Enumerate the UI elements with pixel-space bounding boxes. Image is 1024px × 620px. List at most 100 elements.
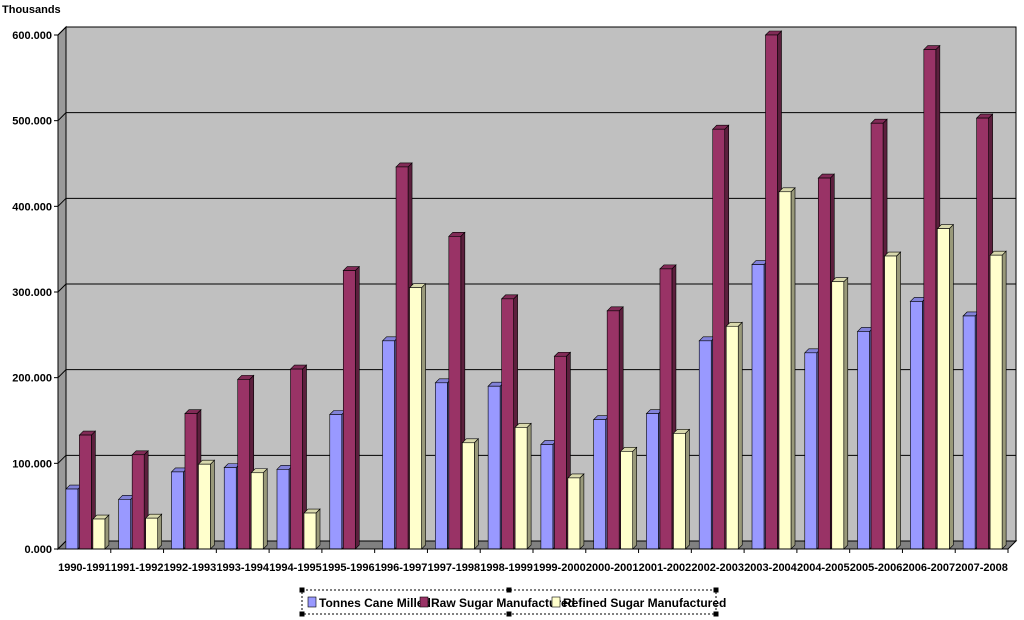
bar-front xyxy=(131,454,145,550)
bar-front xyxy=(646,413,659,550)
bar xyxy=(831,276,849,550)
bar-front xyxy=(382,340,395,550)
bar-side xyxy=(1001,250,1007,550)
x-tick-label: 1996-1997 xyxy=(375,562,428,574)
bar-front xyxy=(171,471,184,550)
bar-front xyxy=(501,298,514,550)
bar-side xyxy=(685,428,690,550)
y-tick-label: 300.000 xyxy=(12,287,52,299)
bar-front xyxy=(870,122,884,550)
y-tick-label: 500.000 xyxy=(12,116,52,128)
y-tick-label: 100.000 xyxy=(12,458,52,470)
bar-side xyxy=(737,321,743,550)
bar-side xyxy=(354,265,360,550)
bar-side xyxy=(632,446,637,550)
legend-label: Refined Sugar Manufactured xyxy=(563,596,726,610)
x-tick-label: 1994-1995 xyxy=(269,562,322,574)
bar-front xyxy=(817,177,831,550)
bar-front xyxy=(290,368,303,550)
gridline xyxy=(57,197,1016,207)
bar-front xyxy=(223,467,237,550)
bar-front xyxy=(804,352,818,550)
bar-front xyxy=(751,264,765,550)
bar-front xyxy=(698,340,712,550)
bar-front xyxy=(303,512,317,550)
bar-front xyxy=(923,49,937,550)
bar-front xyxy=(462,442,475,550)
x-tick-label: 1992-1993 xyxy=(164,562,217,574)
bar xyxy=(619,446,638,550)
bar-front xyxy=(409,287,422,550)
bar-side xyxy=(262,468,268,550)
legend-handle xyxy=(506,611,512,617)
bar-side xyxy=(896,251,901,550)
bar xyxy=(989,250,1007,550)
bar-front xyxy=(593,419,606,550)
bar-front xyxy=(487,385,501,550)
x-tick-label: 2000-2001 xyxy=(586,562,639,574)
bar-front xyxy=(725,325,739,550)
bar-front xyxy=(910,301,923,550)
legend-handle xyxy=(299,587,305,593)
legend-box xyxy=(301,589,717,615)
bar-front xyxy=(92,518,106,550)
bar xyxy=(408,282,427,550)
legend: Tonnes Cane Milled Raw Sugar Manufactured… xyxy=(299,587,726,617)
bar xyxy=(92,514,110,550)
bar-side xyxy=(104,514,110,550)
bar-front xyxy=(198,463,211,550)
bar-front xyxy=(831,281,845,550)
bar xyxy=(289,364,308,550)
bar xyxy=(672,428,691,550)
x-tick-label: 1990-1991 xyxy=(58,562,111,574)
bar-front xyxy=(567,477,581,550)
bar-front xyxy=(884,255,897,550)
bar-front xyxy=(276,469,290,550)
bar-front xyxy=(857,331,870,550)
bar xyxy=(395,162,413,550)
bar-side xyxy=(474,438,479,550)
bar-front xyxy=(540,444,554,550)
bar-front xyxy=(554,355,567,550)
bar-front xyxy=(989,254,1003,550)
bar xyxy=(144,513,163,550)
bar-front xyxy=(342,270,356,550)
bar-front xyxy=(778,191,792,550)
bar xyxy=(936,223,955,550)
x-tick-label: 2001-2002 xyxy=(639,562,692,574)
bar xyxy=(514,422,532,550)
bar xyxy=(606,306,624,550)
x-tick-label: 1997-1998 xyxy=(428,562,481,574)
bar-front xyxy=(448,236,462,550)
bar-front xyxy=(514,427,528,550)
bar xyxy=(461,438,480,550)
bar-front xyxy=(395,166,409,550)
x-tick-label: 2006-2007 xyxy=(903,562,956,574)
bar-side xyxy=(949,223,954,550)
bar xyxy=(250,468,268,550)
bar-front xyxy=(184,413,198,550)
x-tick-label: 1999-2000 xyxy=(533,562,586,574)
legend-swatch xyxy=(551,596,561,608)
gridline xyxy=(57,283,1016,293)
bar-front xyxy=(765,34,778,550)
legend-label: Raw Sugar Manufactured xyxy=(431,596,575,610)
x-tick-label: 2007-2008 xyxy=(955,562,1008,574)
bar-front xyxy=(237,379,251,550)
x-tick-label: 1998-1999 xyxy=(480,562,533,574)
bar-side xyxy=(843,276,849,550)
legend-swatch xyxy=(419,596,429,608)
y-tick-label: 200.000 xyxy=(12,373,52,385)
bar-front xyxy=(79,434,92,550)
bar xyxy=(778,187,796,550)
bar-front xyxy=(712,128,726,550)
bar xyxy=(303,508,321,550)
bar-front xyxy=(145,517,158,550)
x-tick-label: 1991-1992 xyxy=(111,562,164,574)
bar xyxy=(567,473,585,550)
legend-handle xyxy=(506,587,512,593)
legend-handle xyxy=(299,611,305,617)
bar xyxy=(197,459,216,550)
bar-side xyxy=(421,282,426,550)
